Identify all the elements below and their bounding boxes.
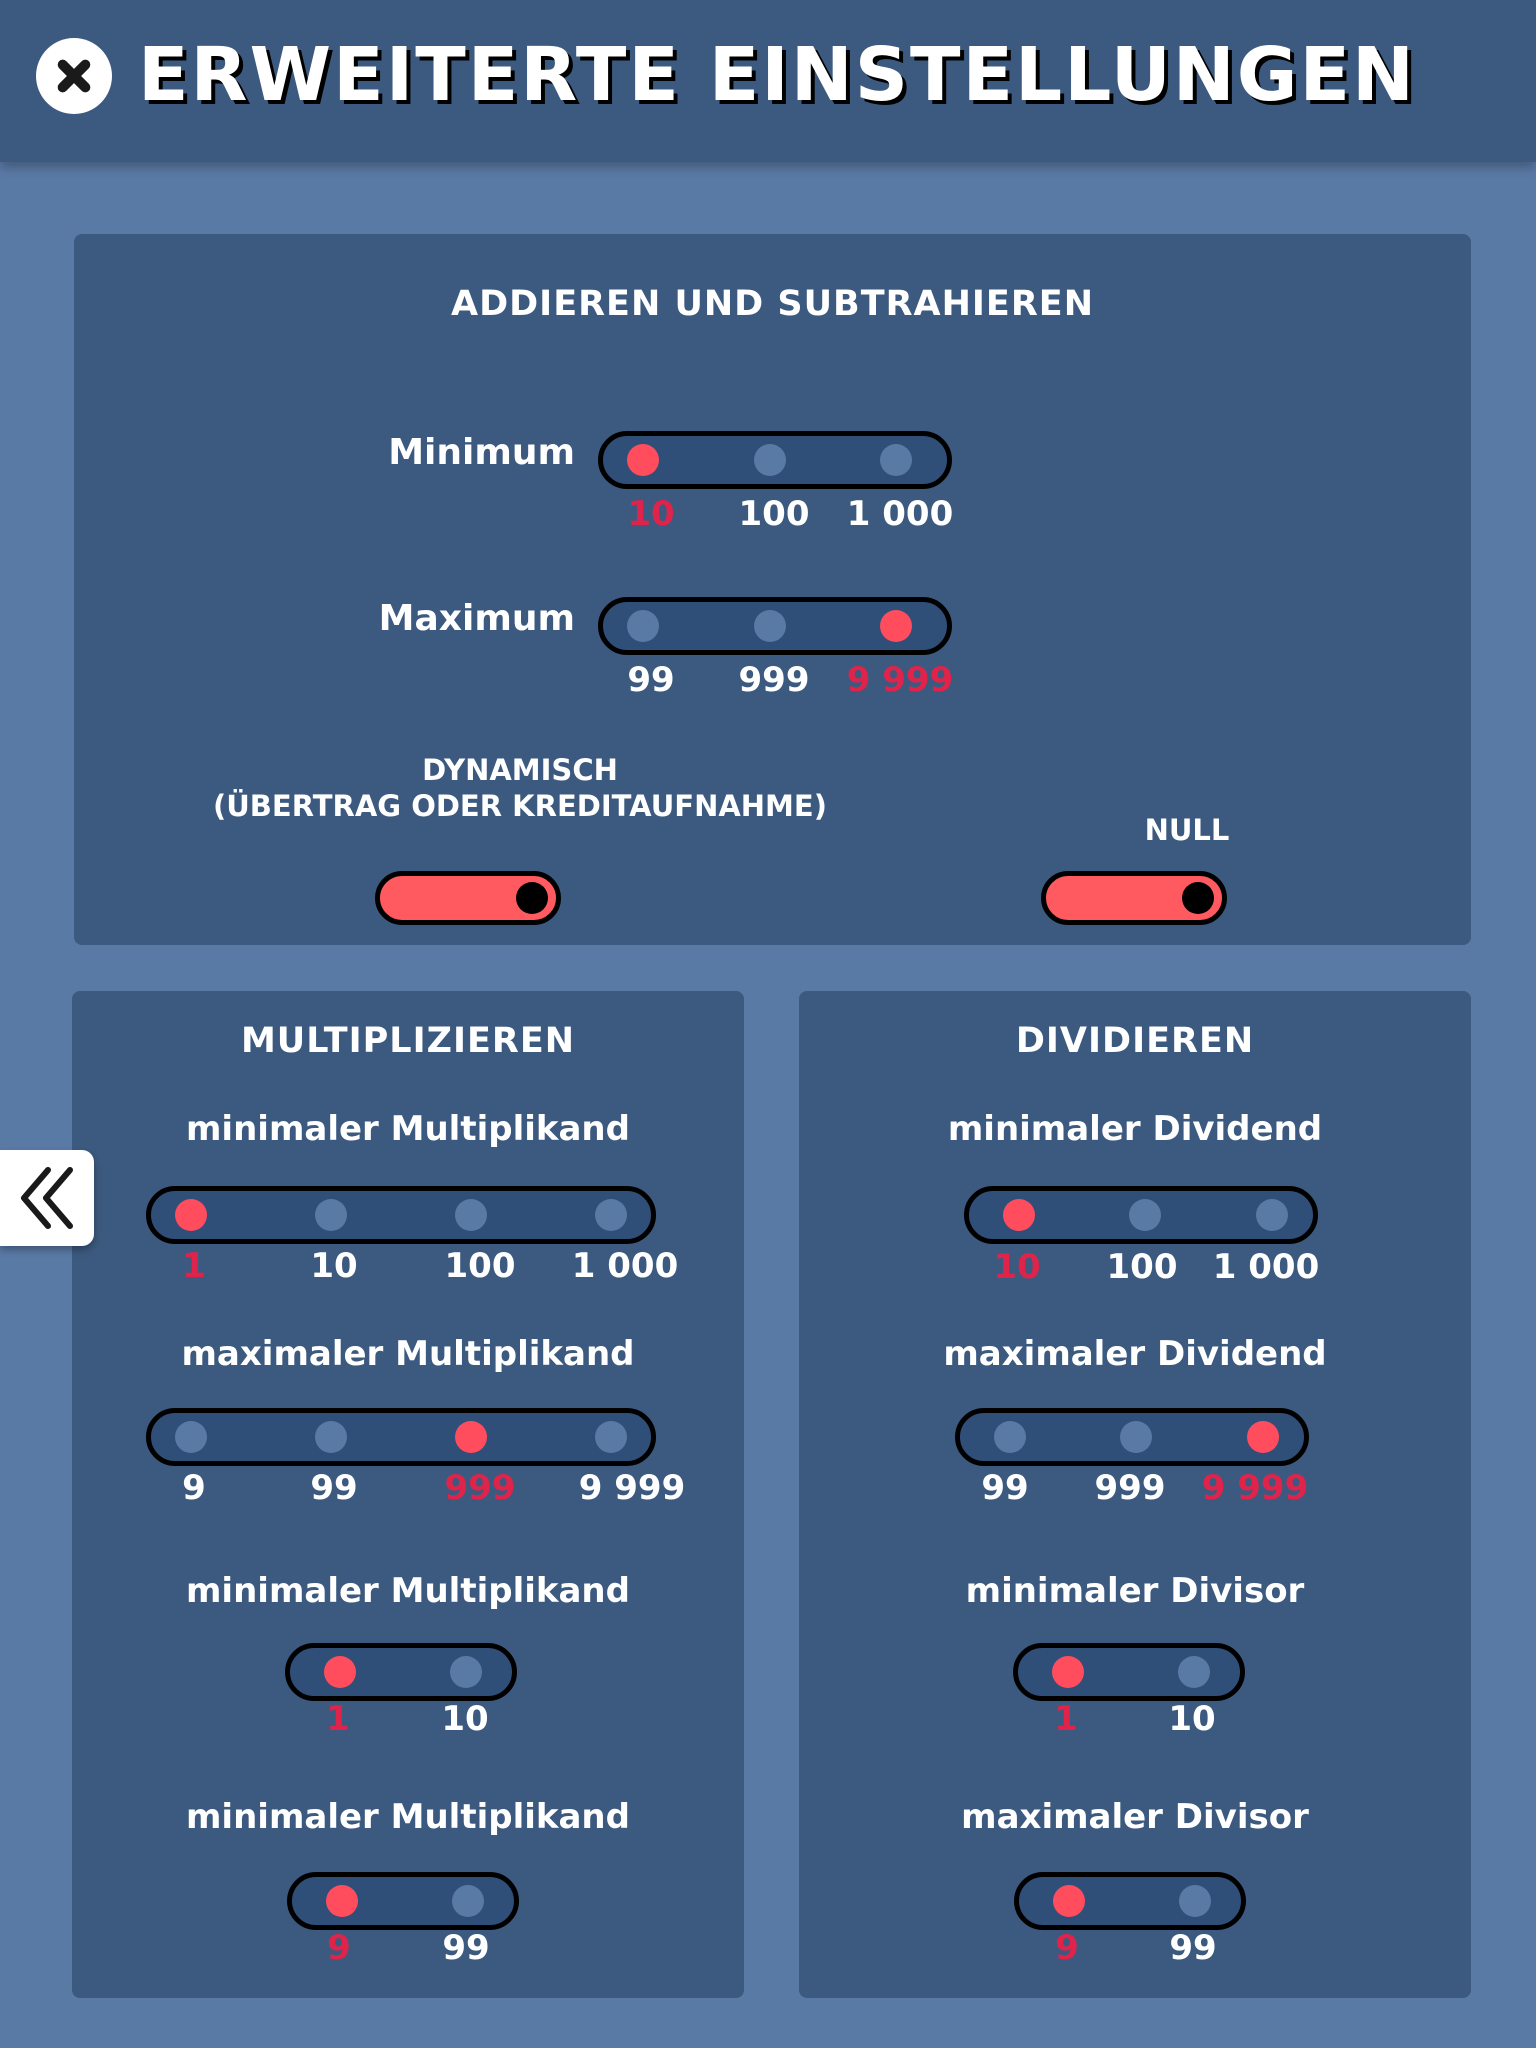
null-toggle[interactable] [1041, 871, 1227, 925]
minimum-dot-0[interactable] [627, 444, 659, 476]
min-divisor-slider[interactable] [1013, 1643, 1245, 1701]
max-dividend-dot-2[interactable] [1247, 1421, 1279, 1453]
dynamic-label: DYNAMISCH (ÜBERTRAG ODER KREDITAUFNAHME) [140, 752, 900, 824]
minimum-option-1[interactable]: 100 [738, 494, 810, 534]
max-dividend-option-1[interactable]: 999 [1094, 1468, 1166, 1508]
minimum-slider[interactable] [598, 431, 952, 489]
max-dividend-dot-1[interactable] [1120, 1421, 1152, 1453]
max-multiplicand-dot-1[interactable] [315, 1421, 347, 1453]
min-multiplicand-option-2[interactable]: 100 [444, 1246, 516, 1286]
minimum-dot-1[interactable] [754, 444, 786, 476]
max-multiplicand-slider[interactable] [146, 1408, 656, 1466]
side-panel-tab[interactable] [0, 1150, 94, 1246]
min-multiplicand-option-1[interactable]: 10 [310, 1246, 358, 1286]
max-multiplier-slider[interactable] [287, 1872, 519, 1930]
max-multiplier-option-0[interactable]: 9 [327, 1928, 351, 1968]
minimum-option-2[interactable]: 1 000 [846, 494, 954, 534]
min-divisor-dot-0[interactable] [1052, 1656, 1084, 1688]
max-dividend-slider[interactable] [955, 1408, 1309, 1466]
min-divisor-option-1[interactable]: 10 [1168, 1699, 1216, 1739]
max-dividend-label: maximaler Dividend [943, 1334, 1327, 1374]
maximum-option-0[interactable]: 99 [627, 660, 675, 700]
min-divisor-option-0[interactable]: 1 [1054, 1699, 1078, 1739]
multiply-panel: MULTIPLIZIEREN minimaler Multiplikand 1 … [72, 991, 744, 1998]
min-multiplier-dot-0[interactable] [324, 1656, 356, 1688]
double-chevron-left-icon [21, 1167, 73, 1229]
divide-panel: DIVIDIEREN minimaler Dividend 10 100 1 0… [799, 991, 1471, 1998]
max-multiplier-option-1[interactable]: 99 [442, 1928, 490, 1968]
max-multiplicand-label: maximaler Multiplikand [181, 1334, 635, 1374]
max-divisor-dot-0[interactable] [1053, 1885, 1085, 1917]
max-multiplier-dot-1[interactable] [452, 1885, 484, 1917]
max-multiplicand-option-2[interactable]: 999 [444, 1468, 516, 1508]
add-sub-panel: ADDIEREN UND SUBTRAHIEREN Minimum 10 100… [74, 234, 1471, 945]
minimum-label: Minimum [388, 432, 575, 473]
min-dividend-dot-1[interactable] [1129, 1199, 1161, 1231]
min-dividend-option-1[interactable]: 100 [1106, 1247, 1178, 1287]
max-dividend-option-2[interactable]: 9 999 [1201, 1468, 1309, 1508]
dynamic-label-line1: DYNAMISCH [422, 753, 618, 787]
min-dividend-option-2[interactable]: 1 000 [1212, 1247, 1320, 1287]
max-multiplier-label: minimaler Multiplikand [186, 1797, 630, 1837]
min-multiplier-label: minimaler Multiplikand [186, 1571, 630, 1611]
min-multiplier-slider[interactable] [285, 1643, 517, 1701]
add-sub-title: ADDIEREN UND SUBTRAHIEREN [450, 284, 1094, 324]
max-multiplicand-option-3[interactable]: 9 999 [578, 1468, 686, 1508]
minimum-dot-2[interactable] [880, 444, 912, 476]
dynamic-toggle[interactable] [375, 871, 561, 925]
min-multiplier-dot-1[interactable] [450, 1656, 482, 1688]
null-toggle-knob [1182, 882, 1214, 914]
min-divisor-dot-1[interactable] [1178, 1656, 1210, 1688]
maximum-dot-0[interactable] [627, 610, 659, 642]
max-divisor-dot-1[interactable] [1179, 1885, 1211, 1917]
min-dividend-dot-0[interactable] [1003, 1199, 1035, 1231]
min-multiplicand-option-3[interactable]: 1 000 [571, 1246, 679, 1286]
max-divisor-slider[interactable] [1014, 1872, 1246, 1930]
max-multiplicand-option-1[interactable]: 99 [310, 1468, 358, 1508]
min-multiplicand-slider[interactable] [146, 1186, 656, 1244]
min-multiplicand-dot-1[interactable] [315, 1199, 347, 1231]
maximum-label: Maximum [378, 598, 575, 639]
page-title: ERWEITERTE EINSTELLUNGEN [138, 32, 1416, 118]
max-divisor-option-1[interactable]: 99 [1169, 1928, 1217, 1968]
min-divisor-label: minimaler Divisor [965, 1571, 1305, 1611]
max-divisor-option-0[interactable]: 9 [1055, 1928, 1079, 1968]
min-multiplicand-option-0[interactable]: 1 [182, 1246, 206, 1286]
maximum-slider[interactable] [598, 597, 952, 655]
min-multiplier-option-1[interactable]: 10 [441, 1699, 489, 1739]
min-dividend-dot-2[interactable] [1256, 1199, 1288, 1231]
dynamic-label-line2: (ÜBERTRAG ODER KREDITAUFNAHME) [213, 789, 827, 823]
minimum-option-0[interactable]: 10 [627, 494, 675, 534]
maximum-dot-2[interactable] [880, 610, 912, 642]
maximum-option-1[interactable]: 999 [738, 660, 810, 700]
min-dividend-option-0[interactable]: 10 [993, 1247, 1041, 1287]
min-multiplicand-dot-3[interactable] [595, 1199, 627, 1231]
max-multiplier-dot-0[interactable] [326, 1885, 358, 1917]
close-icon[interactable] [36, 38, 112, 114]
max-dividend-option-0[interactable]: 99 [981, 1468, 1029, 1508]
min-dividend-label: minimaler Dividend [947, 1109, 1323, 1149]
max-multiplicand-dot-0[interactable] [175, 1421, 207, 1453]
min-dividend-slider[interactable] [964, 1186, 1318, 1244]
min-multiplicand-dot-2[interactable] [455, 1199, 487, 1231]
min-multiplicand-dot-0[interactable] [175, 1199, 207, 1231]
maximum-dot-1[interactable] [754, 610, 786, 642]
min-multiplier-option-0[interactable]: 1 [326, 1699, 350, 1739]
max-multiplicand-dot-3[interactable] [595, 1421, 627, 1453]
multiply-title: MULTIPLIZIEREN [240, 1021, 576, 1061]
max-multiplicand-option-0[interactable]: 9 [182, 1468, 206, 1508]
max-dividend-dot-0[interactable] [994, 1421, 1026, 1453]
divide-title: DIVIDIEREN [1015, 1021, 1255, 1061]
max-divisor-label: maximaler Divisor [961, 1797, 1309, 1837]
header-bar: ERWEITERTE EINSTELLUNGEN [0, 0, 1536, 162]
dynamic-toggle-knob [516, 882, 548, 914]
null-label: NULL [1144, 813, 1230, 847]
max-multiplicand-dot-2[interactable] [455, 1421, 487, 1453]
maximum-option-2[interactable]: 9 999 [846, 660, 954, 700]
min-multiplicand-label: minimaler Multiplikand [186, 1109, 630, 1149]
